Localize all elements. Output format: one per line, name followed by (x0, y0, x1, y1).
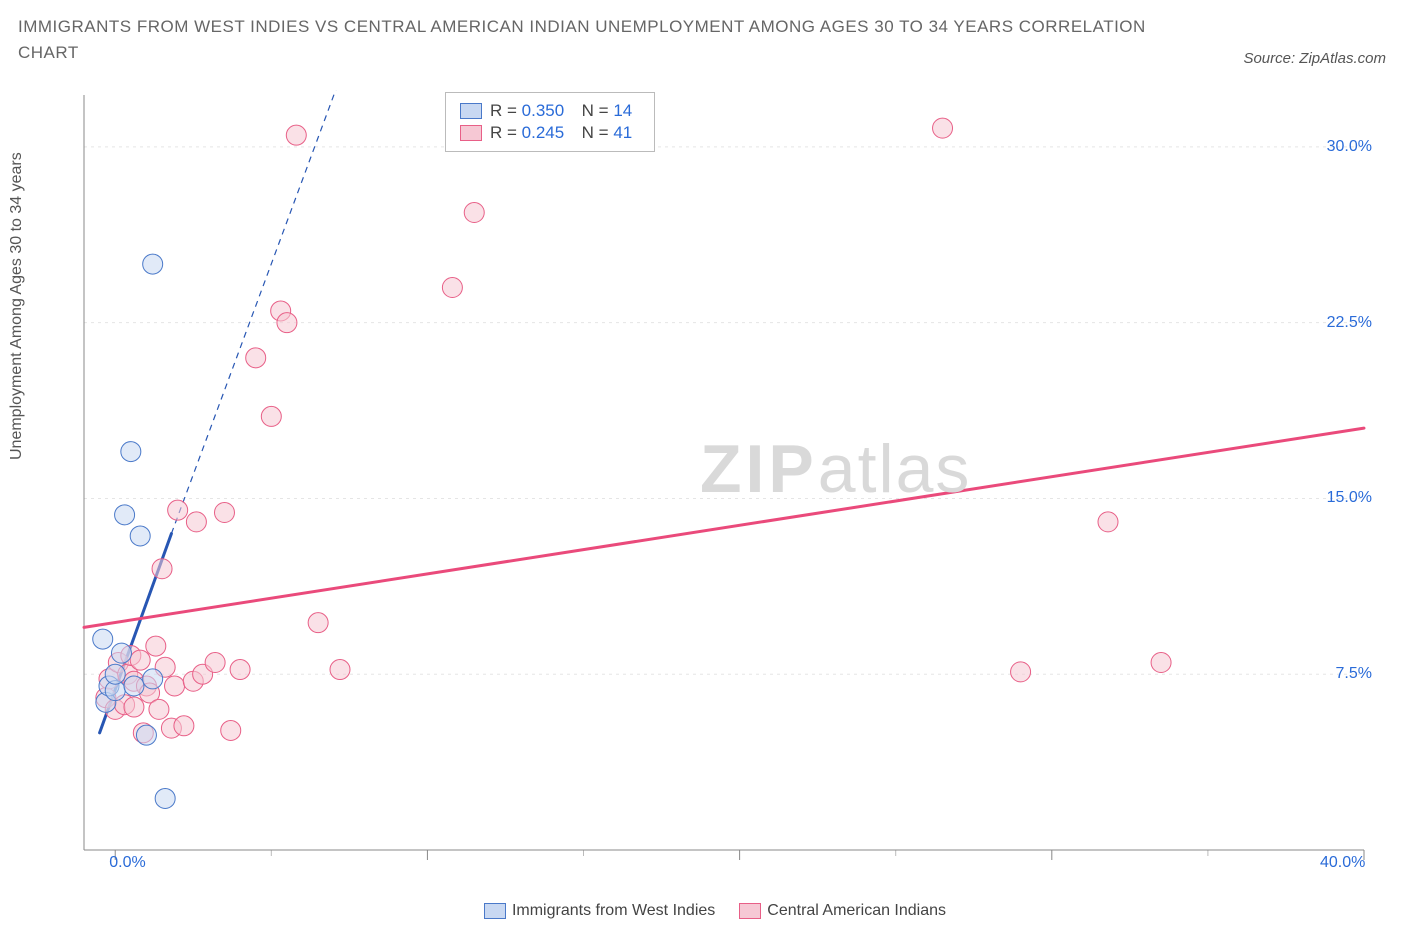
x-tick-label: 0.0% (109, 854, 145, 872)
stats-text: R = 0.245 N = 41 (490, 123, 640, 143)
y-tick-label: 7.5% (1336, 665, 1372, 683)
stats-row: R = 0.245 N = 41 (460, 123, 640, 143)
stats-legend-box: R = 0.350 N = 14R = 0.245 N = 41 (445, 92, 655, 152)
stats-row: R = 0.350 N = 14 (460, 101, 640, 121)
y-tick-label: 15.0% (1327, 489, 1372, 507)
y-axis-label: Unemployment Among Ages 30 to 34 years (8, 152, 26, 460)
legend-swatch (460, 103, 482, 119)
legend-swatch (484, 903, 506, 919)
y-tick-label: 30.0% (1327, 138, 1372, 156)
bottom-legend: Immigrants from West Indies Central Ameri… (0, 902, 1406, 920)
legend-label: Central American Indians (767, 902, 946, 919)
legend-swatch (460, 125, 482, 141)
watermark: ZIPatlas (700, 430, 971, 508)
legend-swatch (739, 903, 761, 919)
watermark-zip: ZIP (700, 431, 818, 507)
chart-title: IMMIGRANTS FROM WEST INDIES VS CENTRAL A… (18, 14, 1206, 65)
y-tick-label: 22.5% (1327, 314, 1372, 332)
source-label: Source: ZipAtlas.com (1243, 50, 1386, 67)
watermark-atlas: atlas (818, 431, 972, 507)
legend-label: Immigrants from West Indies (512, 902, 715, 919)
stats-text: R = 0.350 N = 14 (490, 101, 640, 121)
x-tick-label: 40.0% (1320, 854, 1365, 872)
